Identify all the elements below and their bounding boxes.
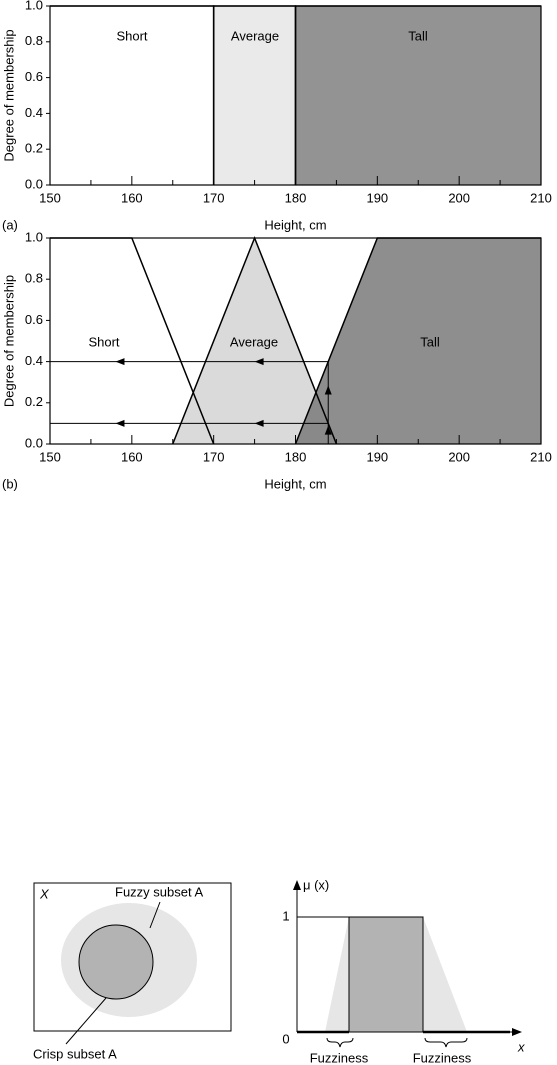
y-axis-label: Degree of membership [1,275,16,407]
arrowhead [512,1028,522,1036]
y-tick-label: 0.4 [25,105,43,120]
chart: Short Average Tall 150 160 170 180 190 200 210 0.0… [1,229,551,491]
x-tick-label: 150 [39,449,61,464]
x-tick-label: 150 [39,190,61,205]
level-label: 0 [282,1031,289,1046]
y-axis-label: Degree of membership [1,29,16,161]
series-label: Tall [408,28,428,43]
y-tick-label: 0.2 [25,141,43,156]
leader-line [65,997,107,1045]
series-label: Average [231,28,279,43]
y-tick-label: 1.0 [25,229,43,244]
x-tick-label: 200 [448,449,470,464]
y-tick-label: 1.0 [25,0,43,12]
x-tick-label: 180 [285,190,307,205]
arrowhead [324,425,332,435]
x-axis-label: x [517,1039,525,1054]
series-area [295,238,541,444]
y-tick-label: 0.6 [25,69,43,84]
y-tick-label: 0.0 [25,176,43,191]
arrowhead [324,385,332,395]
panel-label: (b) [2,476,18,491]
x-axis-label: Height, cm [264,217,326,232]
level-label: 1 [282,908,289,923]
x-tick-label: 160 [121,449,143,464]
x-tick-label: 200 [448,190,470,205]
y-tick-label: 0.8 [25,271,43,286]
panel-label: (a) [2,217,18,232]
brace [424,1037,468,1048]
x-tick-label: 170 [203,449,225,464]
fuzzy-label: Fuzzy subset A [115,884,203,899]
arrowhead [115,358,125,366]
y-tick-label: 0.2 [25,394,43,409]
series-label: Tall [420,334,440,349]
x-tick-label: 210 [530,190,552,205]
y-tick-label: 0.4 [25,353,43,368]
x-tick-label: 160 [121,190,143,205]
series-area [213,6,296,185]
series-area [50,6,214,185]
x-tick-label: 210 [530,449,552,464]
arrowhead [293,880,301,890]
brace [326,1037,354,1048]
leader-line [149,901,161,929]
x-tick-label: 170 [203,190,225,205]
y-tick-label: 0.8 [25,33,43,48]
crisp-shape [348,916,424,1033]
series-label: Short [116,28,147,43]
series-area [172,238,337,444]
set-label: X [39,886,50,901]
series-label: Short [88,334,119,349]
x-tick-label: 180 [285,449,307,464]
arrowhead [254,358,264,366]
series-label: Average [230,334,278,349]
fuzziness-label: Fuzziness [413,1050,472,1065]
x-axis-label: Height, cm [264,476,326,491]
crisp-set [78,924,154,1000]
y-tick-label: 0.6 [25,312,43,327]
crisp-label: Crisp subset A [33,1046,117,1061]
y-axis-label: μ (x) [303,877,329,892]
fuzziness-label: Fuzziness [310,1050,369,1065]
series-area [50,238,214,444]
x-tick-label: 190 [366,190,388,205]
series-area [295,6,541,185]
y-tick-label: 0.0 [25,435,43,450]
chart: Short Average Tall 150 160 170 180 190 200 210 0.0… [1,0,551,232]
set-diagram: X Fuzzy subset A Crisp subset A [33,882,232,1061]
membership-diagram: μ (x) x 1 0 Fuzziness Fuzziness [282,877,525,1065]
arrowhead [254,419,264,427]
arrowhead [115,419,125,427]
x-tick-label: 190 [366,449,388,464]
